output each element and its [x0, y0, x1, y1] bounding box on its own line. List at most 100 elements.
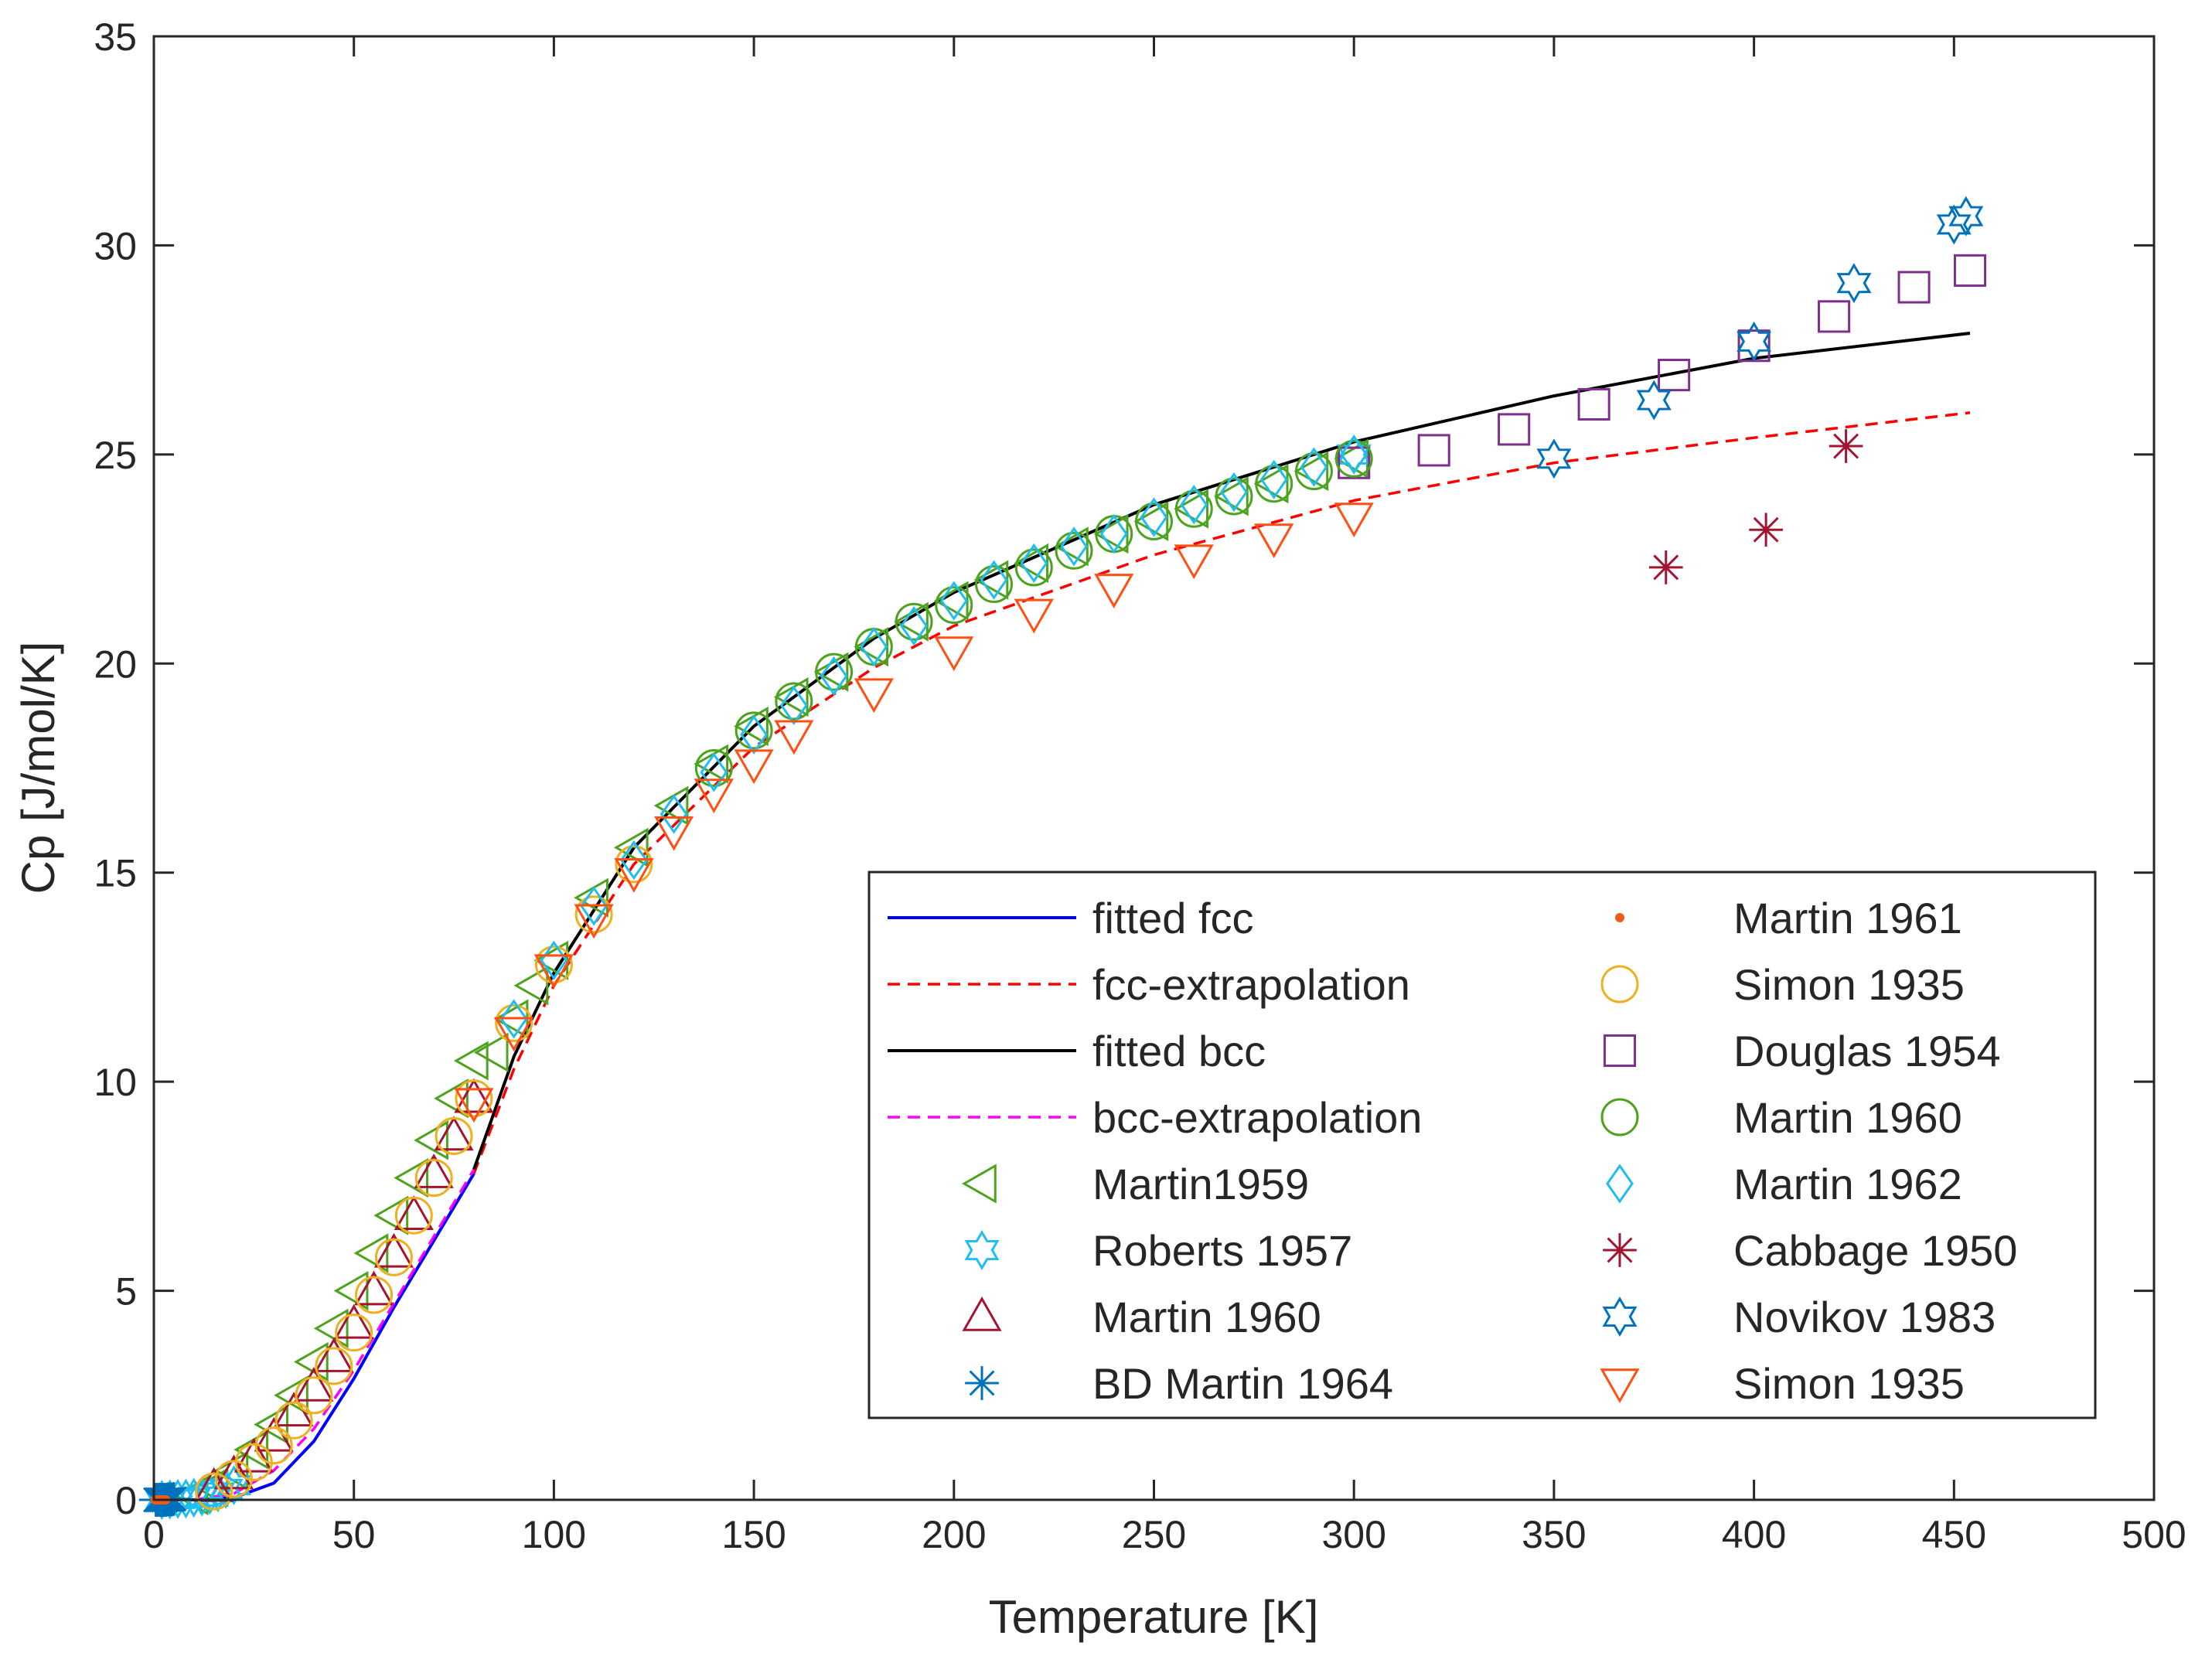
- legend-entry-martin-1960: Martin 1960: [1600, 1093, 1962, 1142]
- data-point-simon-1935: [195, 1472, 233, 1511]
- data-point-martin1959: [773, 676, 809, 717]
- y-tick-label: 35: [94, 15, 137, 59]
- legend-entry-bcc-extrapolation: bcc-extrapolation: [888, 1093, 1422, 1142]
- data-point-martin-1960: [935, 586, 973, 625]
- data-point-martin-1960: [1215, 477, 1253, 516]
- x-tick-label: 300: [1321, 1513, 1385, 1556]
- legend-swatch: [965, 1366, 999, 1400]
- data-point-martin1959: [453, 1041, 489, 1081]
- x-tick-label: 400: [1722, 1513, 1786, 1556]
- x-tick-label: 50: [332, 1513, 376, 1556]
- data-point-martin1959: [434, 1078, 469, 1119]
- data-point-simon-1935: [734, 749, 774, 785]
- legend-label: Novikov 1983: [1733, 1293, 1996, 1341]
- data-point-martin-1960: [434, 1116, 474, 1151]
- data-point-novikov-1983: [1636, 380, 1672, 421]
- data-point-douglas-1954: [1953, 254, 1987, 287]
- data-point-simon-1935: [654, 816, 694, 851]
- data-point-martin1959: [734, 706, 769, 746]
- data-point-martin-1960: [694, 749, 733, 787]
- data-point-douglas-1954: [1897, 271, 1931, 304]
- data-point-simon-1935: [335, 1314, 373, 1352]
- data-point-martin-1960: [815, 653, 854, 691]
- data-point-martin1959: [473, 1032, 509, 1072]
- y-axis: 0 5 10 15 20 25 30 35: [94, 15, 2154, 1522]
- legend-label: Martin1959: [1092, 1160, 1309, 1208]
- legend-swatch: [1602, 1297, 1638, 1337]
- data-point-novikov-1983: [1948, 196, 1984, 237]
- data-point-martin-1960: [1334, 439, 1373, 478]
- data-point-martin-1962: [1140, 497, 1168, 537]
- data-point-martin-1962: [700, 752, 728, 792]
- data-point-simon-1935: [774, 720, 814, 755]
- legend-swatch: [964, 1230, 1000, 1270]
- legend-swatch: [962, 1296, 1002, 1331]
- data-point-martin1959: [353, 1233, 389, 1273]
- data-point-martin1959: [574, 877, 608, 918]
- data-point-simon-1935: [454, 1088, 494, 1123]
- legend-label: Martin 1960: [1092, 1293, 1321, 1341]
- data-point-martin-1962: [619, 840, 648, 881]
- legend-swatch: [1600, 1368, 1640, 1404]
- y-tick-label: 30: [94, 224, 137, 267]
- legend-entry-martin1959: Martin1959: [961, 1160, 1309, 1208]
- data-point-martin-1962: [740, 714, 769, 755]
- data-point-simon-1935: [1174, 544, 1214, 580]
- legend-label: Martin 1962: [1733, 1160, 1962, 1208]
- data-point-martin-1960: [314, 1337, 354, 1372]
- legend-label: Martin 1961: [1733, 894, 1962, 942]
- data-point-simon-1935: [533, 954, 574, 990]
- data-point-simon-1935: [574, 904, 614, 939]
- legend-label: Douglas 1954: [1733, 1027, 2001, 1075]
- data-point-douglas-1954: [1417, 434, 1450, 467]
- data-point-martin1959: [513, 966, 549, 1006]
- data-point-martin1959: [613, 827, 649, 867]
- y-tick-label: 10: [94, 1061, 137, 1104]
- legend-swatch: [1603, 1034, 1637, 1068]
- data-point-douglas-1954: [1338, 446, 1371, 479]
- data-point-martin-1962: [860, 627, 888, 667]
- data-point-martin-1960: [454, 1078, 494, 1113]
- data-point-douglas-1954: [1577, 387, 1610, 421]
- legend-entry-novikov-1983: Novikov 1983: [1602, 1293, 1996, 1341]
- x-tick-label: 0: [143, 1513, 165, 1556]
- data-point-simon-1935: [615, 845, 653, 884]
- data-point-martin1959: [373, 1195, 409, 1235]
- y-tick-label: 0: [115, 1479, 137, 1522]
- data-point-martin-1962: [1340, 434, 1368, 475]
- data-point-martin-1960: [373, 1232, 414, 1268]
- legend-label: Simon 1935: [1733, 1359, 1965, 1408]
- legend-box: [867, 871, 2097, 1419]
- data-point-simon-1935: [1334, 503, 1374, 538]
- data-point-martin-1960: [1055, 531, 1093, 570]
- legend-swatch: [961, 1164, 997, 1204]
- legend-label: Roberts 1957: [1092, 1226, 1352, 1275]
- data-point-martin-1960: [734, 711, 773, 750]
- data-point-martin-1960: [394, 1195, 434, 1230]
- legend-entry-fitted-fcc: fitted fcc: [888, 894, 1254, 942]
- data-point-simon-1935: [494, 1017, 534, 1052]
- data-point-martin-1960: [213, 1454, 254, 1490]
- data-point-simon-1935: [274, 1401, 313, 1440]
- data-point-douglas-1954: [1498, 413, 1531, 446]
- data-point-douglas-1954: [1658, 359, 1691, 392]
- data-point-martin-1962: [580, 886, 608, 926]
- y-tick-label: 25: [94, 434, 137, 477]
- data-point-simon-1935: [435, 1116, 473, 1155]
- data-point-novikov-1983: [1536, 438, 1572, 479]
- data-point-simon-1935: [854, 678, 894, 714]
- data-point-martin1959: [313, 1308, 349, 1348]
- data-point-martin1959: [394, 1157, 429, 1198]
- legend-label: fitted bcc: [1092, 1027, 1266, 1075]
- data-point-martin-1962: [900, 605, 928, 646]
- y-tick-label: 20: [94, 642, 137, 686]
- data-point-martin1959: [694, 744, 729, 784]
- legend-entry-martin-1962: Martin 1962: [1606, 1160, 1962, 1208]
- data-point-martin1959: [653, 785, 689, 826]
- data-point-simon-1935: [614, 857, 654, 893]
- data-point-simon-1935: [495, 1003, 533, 1042]
- legend: fitted fcc fcc-extrapolation fitted bcc bcc…: [867, 871, 2097, 1419]
- legend-label: BD Martin 1964: [1092, 1359, 1393, 1408]
- legend-entry-simon-1935: Simon 1935: [1600, 1359, 1965, 1408]
- data-point-martin-1962: [1180, 485, 1208, 525]
